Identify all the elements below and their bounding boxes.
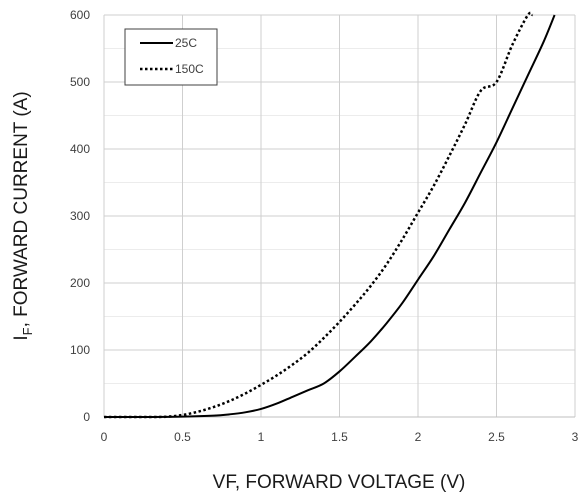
x-tick-label: 1 [258,430,265,444]
x-tick-label: 2.5 [488,430,505,444]
series-layer [103,11,556,419]
y-axis-title-suffix: , FORWARD CURRENT (A) [11,91,32,327]
y-tick-label: 400 [70,142,90,156]
series-line-25c [103,14,556,419]
legend-label-25c: 25C [175,36,197,50]
y-tick-label: 300 [70,209,90,223]
x-tick-label: 3 [572,430,579,444]
x-tick-label: 1.5 [331,430,348,444]
y-axis-title: IF, FORWARD CURRENT (A) [11,91,35,340]
y-tick-label: 200 [70,276,90,290]
y-tick-labels: 0 100 200 300 400 500 600 [70,8,90,424]
y-axis-title-prefix: I [11,335,32,340]
x-tick-label: 0.5 [174,430,191,444]
y-tick-label: 100 [70,343,90,357]
y-tick-label: 0 [83,410,90,424]
x-axis-title: VF, FORWARD VOLTAGE (V) [213,472,466,493]
legend: 25C 150C [124,28,218,86]
legend-label-150c: 150C [175,62,204,76]
legend-box [124,28,218,86]
y-axis-title-subscript: F [20,327,35,335]
x-tick-label: 0 [101,430,108,444]
series-line-150c [103,11,534,419]
y-tick-label: 600 [70,8,90,22]
x-tick-labels: 0 0.5 1 1.5 2 2.5 3 [101,430,579,444]
y-tick-label: 500 [70,75,90,89]
x-tick-label: 2 [415,430,422,444]
